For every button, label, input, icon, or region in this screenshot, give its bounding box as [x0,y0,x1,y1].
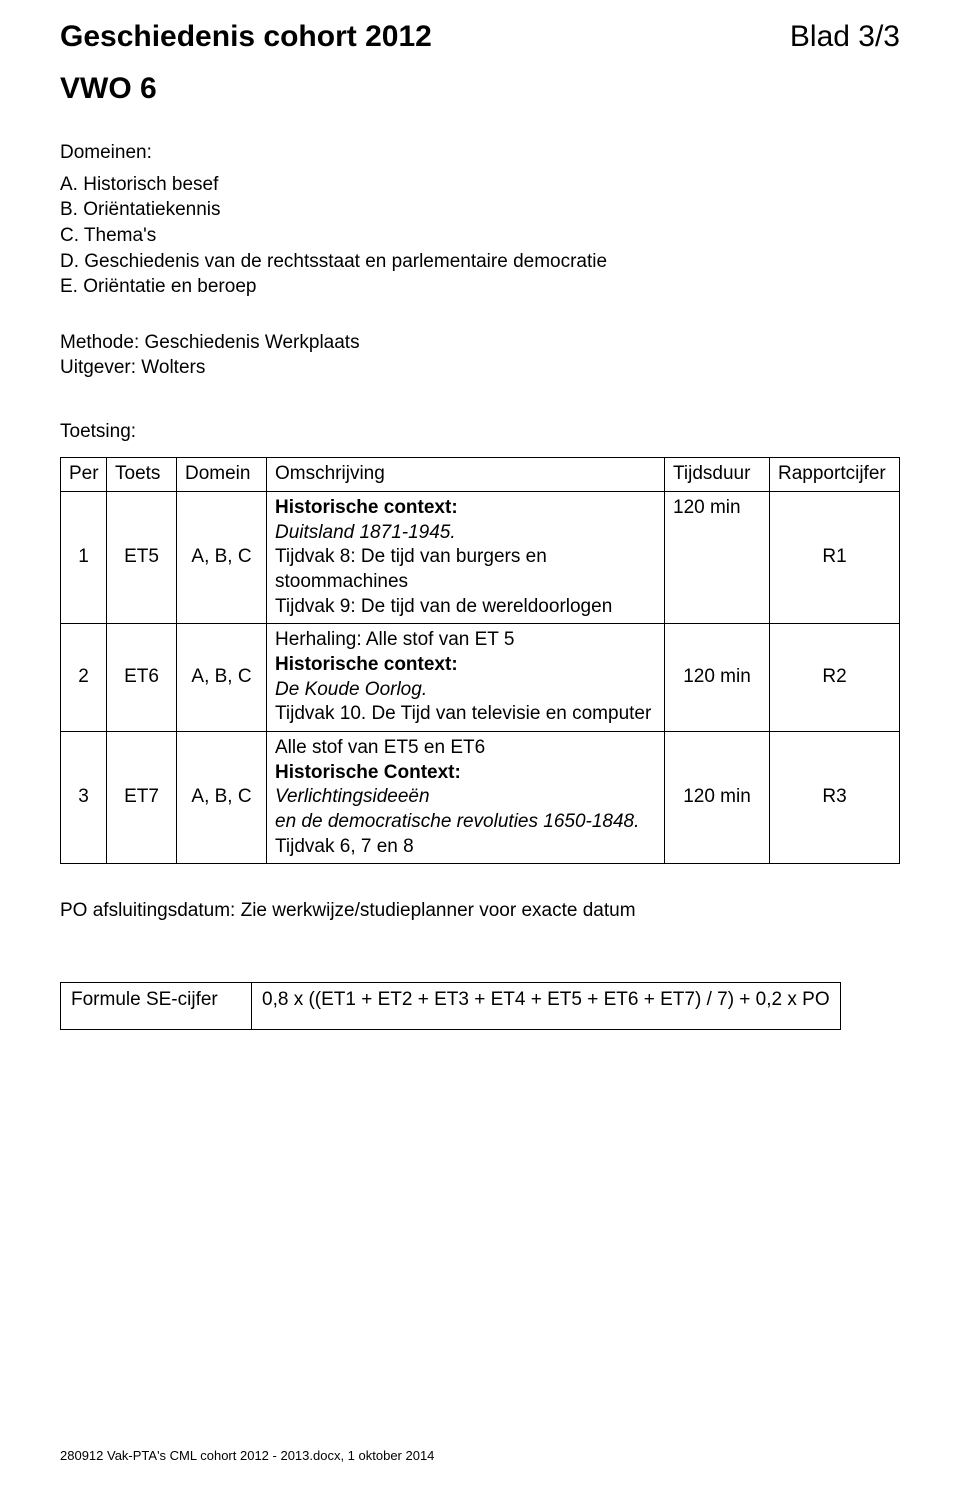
oms-line: Historische context: [275,654,458,675]
cell-per: 1 [61,491,107,623]
oms-line: Herhaling: Alle stof van ET 5 [275,629,514,650]
table-row: 1 ET5 A, B, C Historische context: Duits… [61,491,900,623]
domein-item: A. Historisch besef [60,172,900,198]
cell-rapportcijfer: R1 [770,491,900,623]
oms-line: Verlichtingsideeën [275,786,430,807]
oms-line: De Koude Oorlog. [275,679,427,700]
col-tijdsduur: Tijdsduur [665,458,770,492]
oms-line: Tijdvak 8: De tijd van burgers en stoomm… [275,546,547,592]
domeinen-list: A. Historisch besef B. Oriëntatiekennis … [60,172,900,300]
oms-line: Historische context: [275,497,458,518]
page-subtitle: VWO 6 [60,72,900,106]
table-row: 3 ET7 A, B, C Alle stof van ET5 en ET6 H… [61,732,900,864]
col-omschrijving: Omschrijving [267,458,665,492]
page-footer: 280912 Vak-PTA's CML cohort 2012 - 2013.… [60,1448,434,1463]
col-domein: Domein [177,458,267,492]
cell-domein: A, B, C [177,491,267,623]
toetsing-table: Per Toets Domein Omschrijving Tijdsduur … [60,457,900,864]
cell-rapportcijfer: R2 [770,624,900,732]
oms-line: en de democratische revoluties 1650-1848… [275,811,639,832]
domein-item: C. Thema's [60,223,900,249]
col-per: Per [61,458,107,492]
table-row: 2 ET6 A, B, C Herhaling: Alle stof van E… [61,624,900,732]
formula-value: 0,8 x ((ET1 + ET2 + ET3 + ET4 + ET5 + ET… [252,983,841,1030]
domeinen-label: Domeinen: [60,140,900,166]
domeinen-section: Domeinen: A. Historisch besef B. Oriënta… [60,140,900,300]
oms-line: Tijdvak 9: De tijd van de wereldoorlogen [275,596,612,617]
cell-omschrijving: Alle stof van ET5 en ET6 Historische Con… [267,732,665,864]
oms-line: Tijdvak 6, 7 en 8 [275,836,414,857]
cell-omschrijving: Historische context: Duitsland 1871-1945… [267,491,665,623]
uitgever-line: Uitgever: Wolters [60,355,900,381]
domein-item: E. Oriëntatie en beroep [60,274,900,300]
cell-toets: ET7 [107,732,177,864]
page-title-right: Blad 3/3 [790,20,900,54]
cell-toets: ET6 [107,624,177,732]
oms-line: Tijdvak 10. De Tijd van televisie en com… [275,703,651,724]
domein-item: B. Oriëntatiekennis [60,197,900,223]
cell-domein: A, B, C [177,624,267,732]
cell-per: 3 [61,732,107,864]
toetsing-label: Toetsing: [60,421,900,443]
cell-rapportcijfer: R3 [770,732,900,864]
cell-omschrijving: Herhaling: Alle stof van ET 5 Historisch… [267,624,665,732]
col-toets: Toets [107,458,177,492]
oms-line: Historische Context: [275,762,461,783]
col-rapportcijfer: Rapportcijfer [770,458,900,492]
formula-row: Formule SE-cijfer 0,8 x ((ET1 + ET2 + ET… [61,983,841,1030]
cell-tijdsduur: 120 min [665,624,770,732]
cell-domein: A, B, C [177,732,267,864]
page: Geschiedenis cohort 2012 Blad 3/3 VWO 6 … [0,0,960,1485]
methode-line: Methode: Geschiedenis Werkplaats [60,330,900,356]
table-header-row: Per Toets Domein Omschrijving Tijdsduur … [61,458,900,492]
page-title-left: Geschiedenis cohort 2012 [60,20,432,54]
domein-item: D. Geschiedenis van de rechtsstaat en pa… [60,249,900,275]
methode-section: Methode: Geschiedenis Werkplaats Uitgeve… [60,330,900,381]
formula-table: Formule SE-cijfer 0,8 x ((ET1 + ET2 + ET… [60,982,841,1030]
oms-line: Alle stof van ET5 en ET6 [275,737,485,758]
header: Geschiedenis cohort 2012 Blad 3/3 [60,20,900,54]
cell-tijdsduur: 120 min [665,491,770,623]
formula-label: Formule SE-cijfer [61,983,252,1030]
cell-toets: ET5 [107,491,177,623]
po-afsluitingsdatum: PO afsluitingsdatum: Zie werkwijze/studi… [60,900,900,922]
oms-line: Duitsland 1871-1945. [275,522,456,543]
cell-per: 2 [61,624,107,732]
cell-tijdsduur: 120 min [665,732,770,864]
